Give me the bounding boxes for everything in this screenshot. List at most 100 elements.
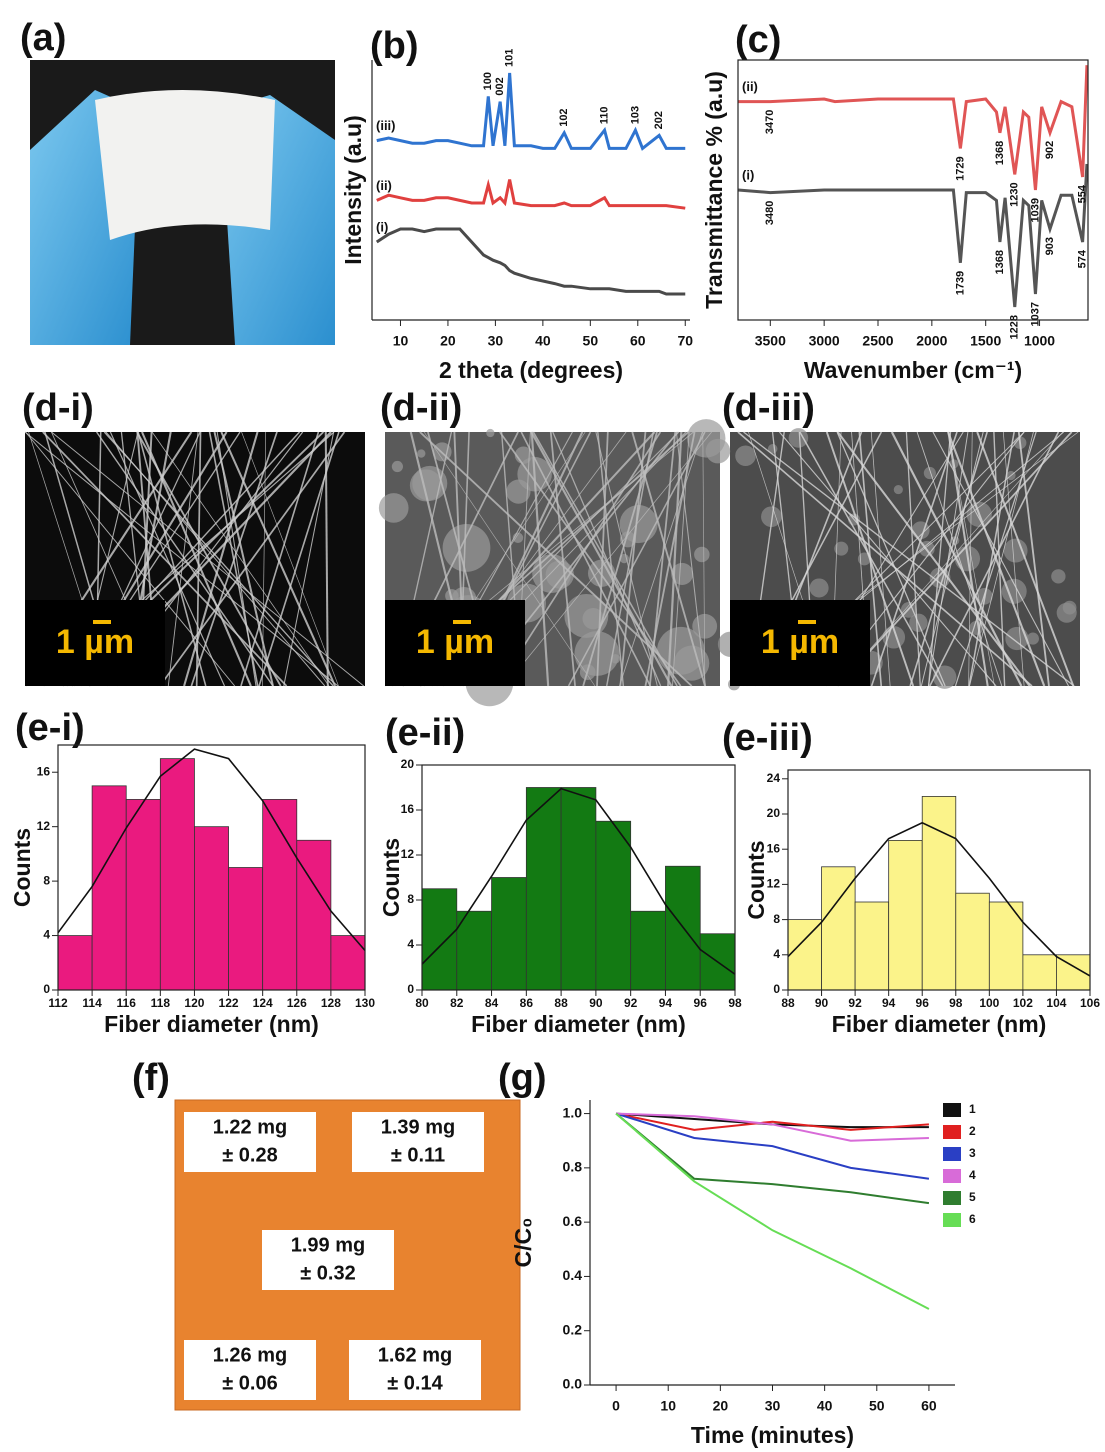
fiber xyxy=(582,431,658,687)
fit-curve xyxy=(421,787,736,975)
fiber xyxy=(702,431,706,687)
x-tick-label: 92 xyxy=(624,996,638,1010)
cell-value: 1.26 mg xyxy=(213,1344,287,1366)
bar xyxy=(821,866,856,991)
x-tick-label: 94 xyxy=(659,996,673,1010)
fiber xyxy=(667,431,683,687)
fiber xyxy=(836,431,1031,687)
bar xyxy=(630,910,666,991)
cell-value: 1.22 mg xyxy=(213,1116,287,1138)
fiber xyxy=(948,431,995,687)
cell-value: 1.39 mg xyxy=(381,1116,455,1138)
fiber xyxy=(619,431,703,687)
fiber xyxy=(216,431,257,687)
fiber xyxy=(595,431,658,687)
panel-label: (f) xyxy=(132,1057,170,1099)
fiber xyxy=(597,431,625,687)
x-tick-label: 20 xyxy=(713,1398,729,1414)
fiber xyxy=(929,431,1060,687)
fiber xyxy=(497,431,662,687)
panel-label: (d-ii) xyxy=(380,387,462,429)
series-line xyxy=(738,65,1089,191)
x-tick-label: 90 xyxy=(589,996,603,1010)
legend-label: 6 xyxy=(969,1212,976,1226)
bar xyxy=(57,935,93,991)
peak-label: 1739 xyxy=(954,271,966,295)
y-tick-label: 20 xyxy=(401,757,415,771)
fiber xyxy=(778,431,997,687)
fiber xyxy=(837,431,1073,687)
fiber xyxy=(105,431,326,687)
particle xyxy=(409,469,442,502)
fiber xyxy=(419,431,693,687)
fiber xyxy=(672,431,690,687)
peak-label: 103 xyxy=(629,106,641,124)
bar xyxy=(988,901,1024,991)
fiber xyxy=(870,431,958,687)
fiber xyxy=(24,431,339,687)
fiber xyxy=(141,431,252,687)
bar xyxy=(1022,954,1057,991)
fiber xyxy=(137,431,207,687)
x-tick-label: 3000 xyxy=(809,333,840,349)
fiber xyxy=(993,431,1006,687)
peak-label: 554 xyxy=(1077,184,1089,203)
scale-bar xyxy=(453,620,471,624)
peak-label: 1037 xyxy=(1029,302,1041,326)
peak-label: 902 xyxy=(1044,141,1056,159)
x-axis-label: Fiber diameter (nm) xyxy=(832,1011,1047,1037)
fiber xyxy=(42,431,288,687)
cell-value: 1.62 mg xyxy=(378,1344,452,1366)
fiber xyxy=(159,431,346,687)
fiber xyxy=(423,431,596,687)
bar xyxy=(525,787,562,991)
x-axis-label: Fiber diameter (nm) xyxy=(471,1011,686,1037)
legend-swatch xyxy=(943,1125,961,1139)
bar xyxy=(262,799,298,991)
scale-box xyxy=(730,600,870,686)
particle xyxy=(809,578,829,598)
cell-error: ± 0.11 xyxy=(391,1144,445,1166)
peak-label: 3470 xyxy=(764,110,776,134)
panel-label: (e-ii) xyxy=(385,712,465,754)
particle xyxy=(417,449,426,458)
bar xyxy=(421,888,458,991)
peak-label: 100 xyxy=(482,72,494,90)
x-tick-label: 112 xyxy=(48,996,68,1010)
peak-label: 1729 xyxy=(954,156,966,180)
fiber xyxy=(167,431,199,687)
series-label: (ii) xyxy=(742,79,758,94)
x-tick-label: 106 xyxy=(1080,996,1100,1010)
x-tick-label: 92 xyxy=(848,996,862,1010)
x-tick-label: 10 xyxy=(393,333,409,349)
fiber xyxy=(220,431,337,687)
fiber xyxy=(743,431,1075,687)
x-tick-label: 94 xyxy=(882,996,896,1010)
peak-label: 1368 xyxy=(994,250,1006,274)
bar xyxy=(159,758,195,991)
fiber xyxy=(549,431,576,687)
bar xyxy=(456,910,492,991)
bar xyxy=(787,919,822,991)
fiber xyxy=(567,431,706,687)
bar xyxy=(91,785,127,991)
x-tick-label: 102 xyxy=(1013,996,1033,1010)
scale-box xyxy=(385,600,525,686)
x-tick-label: 2000 xyxy=(916,333,947,349)
particle xyxy=(1005,626,1029,651)
x-tick-label: 96 xyxy=(916,996,930,1010)
y-tick-label: 16 xyxy=(767,841,781,855)
legend-label: 5 xyxy=(969,1190,976,1204)
fiber xyxy=(905,431,921,687)
y-tick-label: 12 xyxy=(767,877,781,891)
legend-swatch xyxy=(943,1103,961,1117)
photo xyxy=(30,60,335,345)
x-tick-label: 98 xyxy=(949,996,963,1010)
y-tick-label: 1.0 xyxy=(563,1104,583,1120)
y-tick-label: 16 xyxy=(37,764,51,778)
peak-label: 1039 xyxy=(1029,198,1041,222)
bar xyxy=(125,799,161,991)
fiber xyxy=(213,431,274,687)
x-tick-label: 60 xyxy=(921,1398,937,1414)
x-tick-label: 104 xyxy=(1046,996,1066,1010)
